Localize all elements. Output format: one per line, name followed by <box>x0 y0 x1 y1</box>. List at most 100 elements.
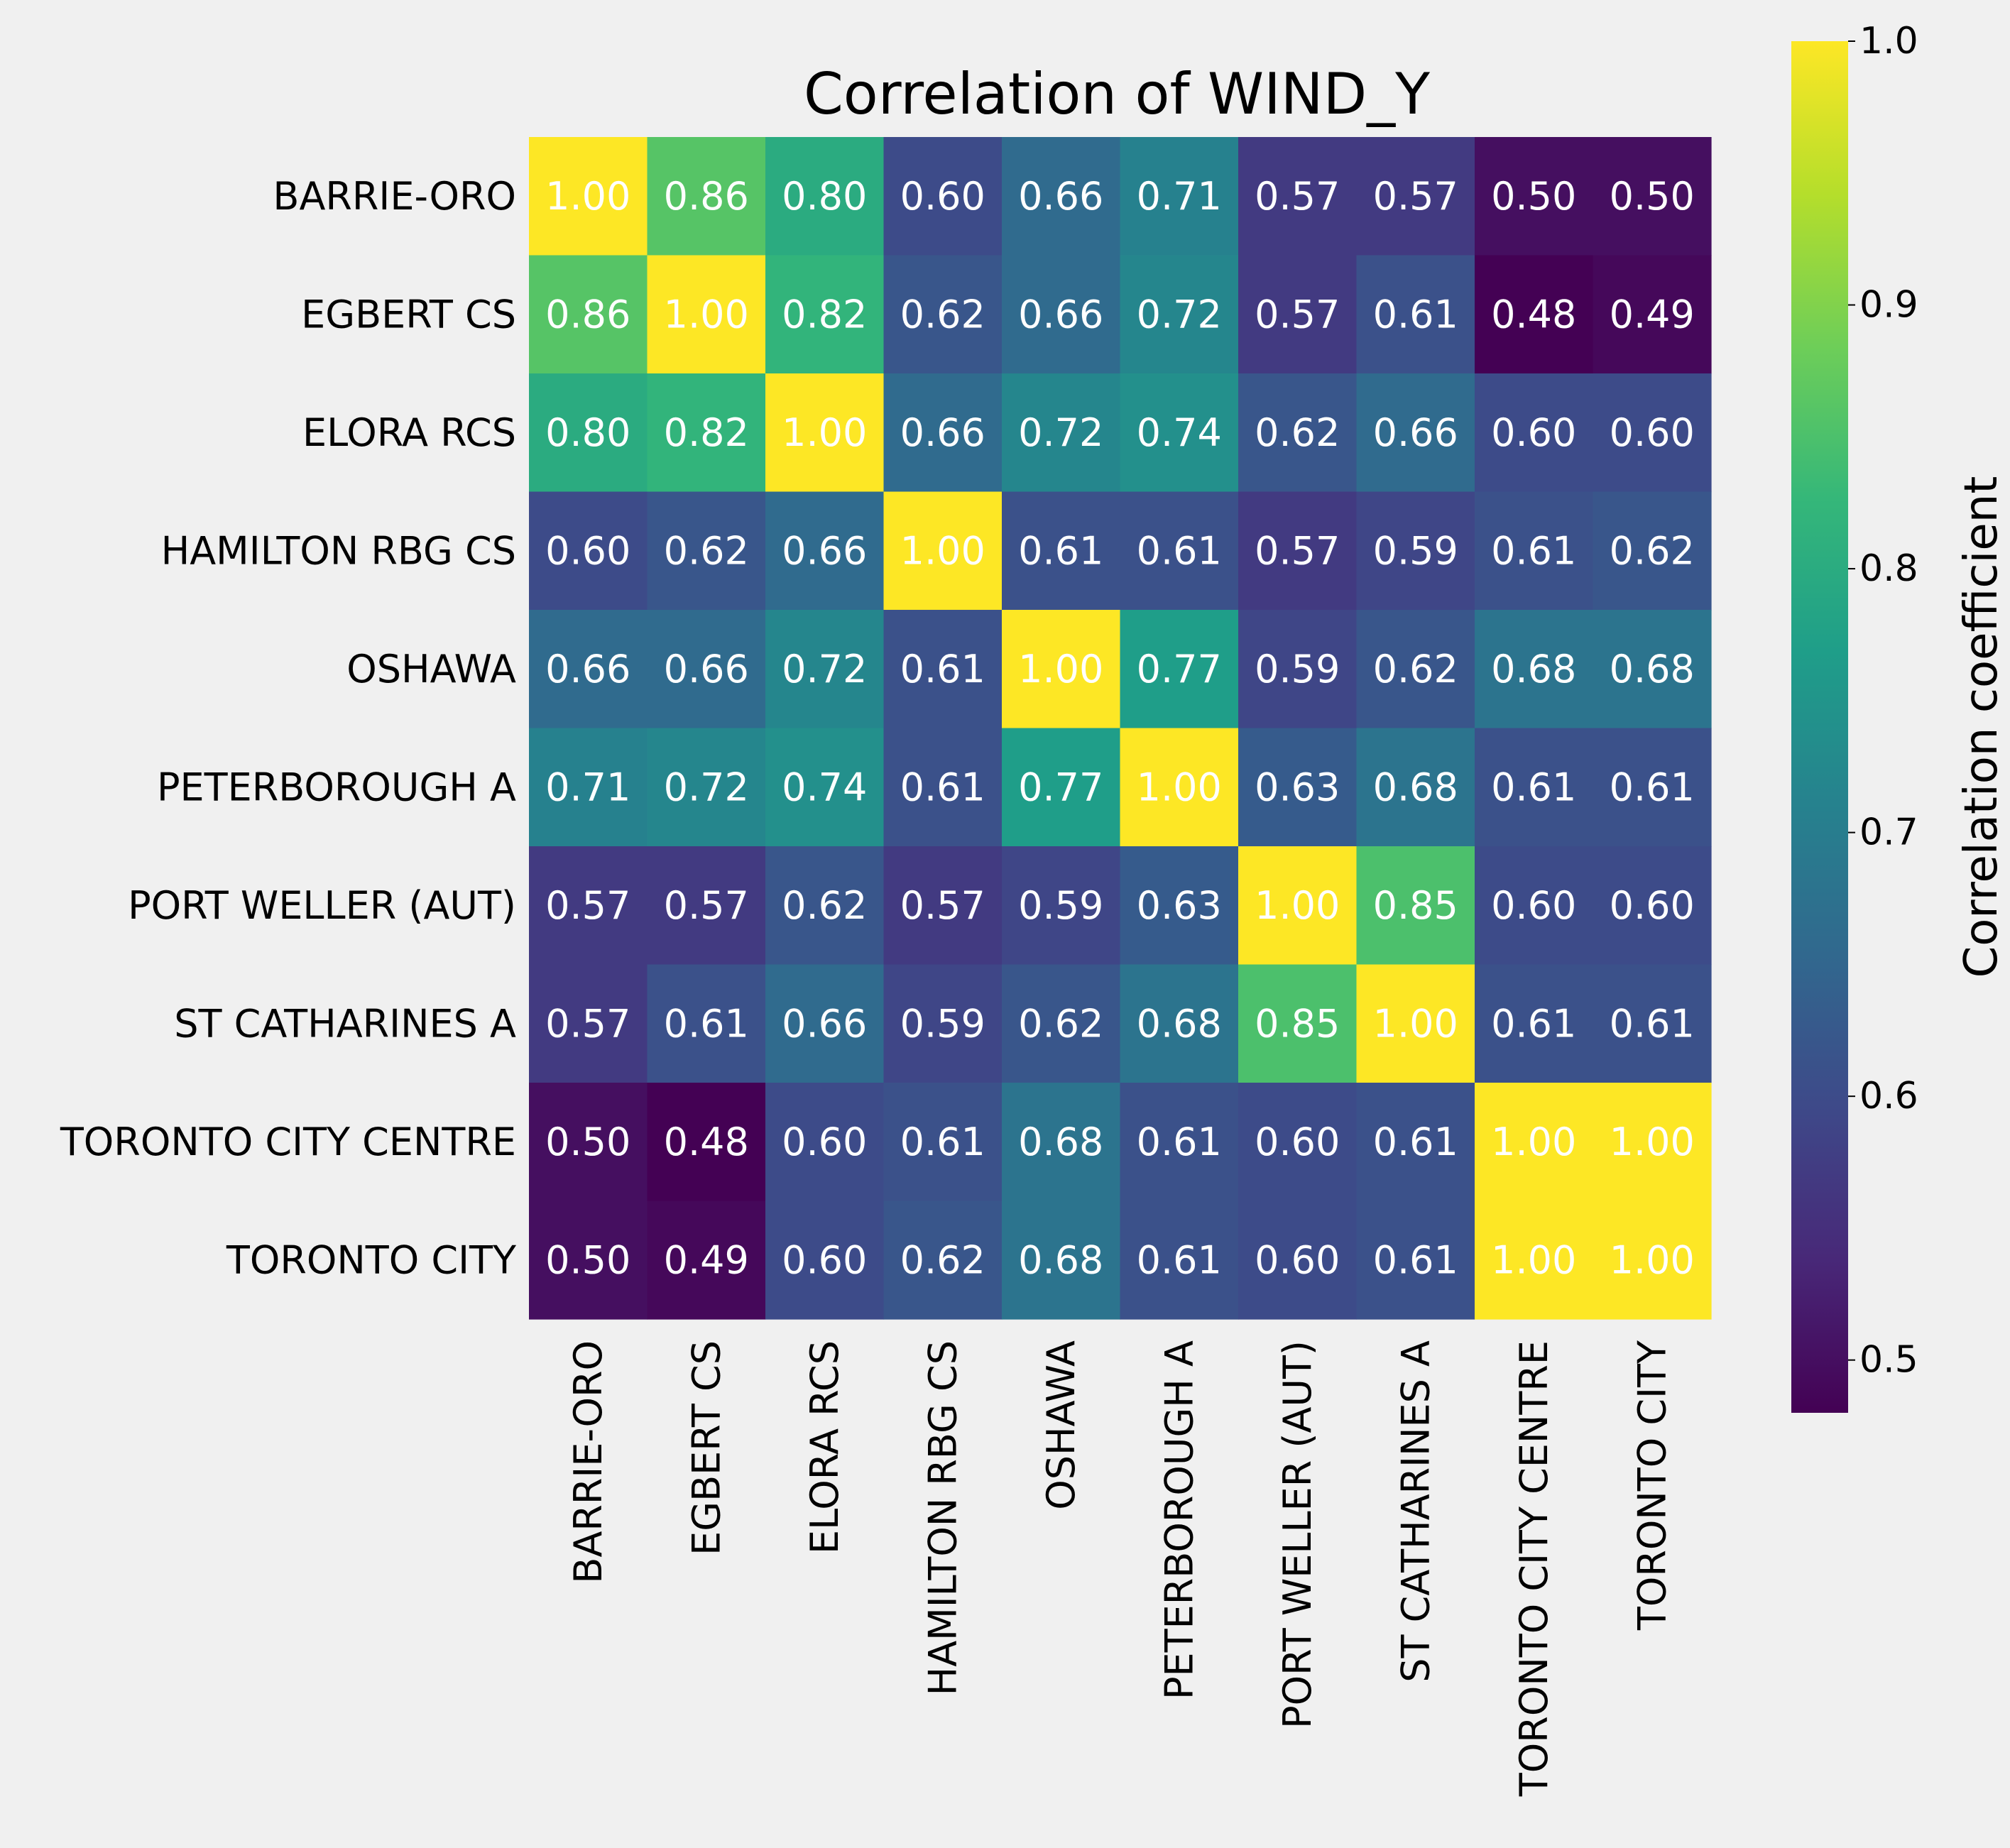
cell-value-label: 0.71 <box>545 765 630 809</box>
cell-value-label: 0.62 <box>782 883 867 928</box>
cell-value-label: 0.60 <box>1255 1120 1340 1164</box>
colorbar-tick-label: 0.6 <box>1859 1075 1918 1117</box>
cell-value-label: 0.80 <box>545 410 630 455</box>
heatmap-cell <box>765 491 885 611</box>
x-tick-label: OSHAWA <box>1039 1340 1083 1510</box>
cell-value-label: 0.59 <box>1373 528 1458 573</box>
cell-value-label: 0.48 <box>664 1120 749 1164</box>
heatmap-cell <box>1593 610 1712 729</box>
cell-value-label: 1.00 <box>1373 1001 1458 1046</box>
colorbar <box>1791 41 1848 1413</box>
cell-value-label: 0.60 <box>1491 883 1576 928</box>
heatmap-cell <box>883 964 1003 1083</box>
y-tick-label: EGBERT CS <box>301 292 516 337</box>
cell-value-label: 1.00 <box>545 174 630 219</box>
heatmap-cell <box>1475 610 1594 729</box>
x-tick-label: TORONTO CITY <box>1629 1340 1674 1631</box>
cell-value-label: 0.63 <box>1137 883 1222 928</box>
heatmap-cell <box>1475 846 1594 966</box>
cell-value-label: 1.00 <box>1018 647 1103 691</box>
cell-value-label: 0.48 <box>1491 292 1576 337</box>
cell-value-label: 0.66 <box>900 410 985 455</box>
cell-value-label: 0.50 <box>545 1120 630 1164</box>
cell-value-label: 0.59 <box>1018 883 1103 928</box>
cell-value-label: 0.82 <box>664 410 749 455</box>
y-tick-label: HAMILTON RBG CS <box>161 528 516 573</box>
cell-value-label: 0.61 <box>1018 528 1103 573</box>
heatmap-cell <box>529 491 648 611</box>
colorbar-tick-label: 0.7 <box>1859 811 1918 854</box>
heatmap-cell <box>1475 728 1594 847</box>
cell-value-label: 0.77 <box>1137 647 1222 691</box>
heatmap-cell <box>1238 1083 1358 1202</box>
heatmap-cell <box>1238 137 1358 256</box>
heatmap-cell <box>765 728 885 847</box>
heatmap-cell <box>1356 491 1475 611</box>
cell-value-label: 0.57 <box>545 1001 630 1046</box>
colorbar-tick-label: 1.0 <box>1859 20 1918 62</box>
heatmap-cell <box>883 255 1003 374</box>
y-tick-label: TORONTO CITY CENTRE <box>60 1120 516 1164</box>
heatmap-cell <box>1238 1201 1358 1320</box>
heatmap-cell <box>883 1083 1003 1202</box>
heatmap-cell <box>647 846 766 966</box>
heatmap-cell <box>647 491 766 611</box>
cell-value-label: 0.60 <box>782 1120 867 1164</box>
cell-value-label: 0.74 <box>782 765 867 809</box>
cell-value-label: 0.68 <box>1137 1001 1222 1046</box>
cell-value-label: 1.00 <box>1137 765 1222 809</box>
cell-value-label: 0.68 <box>1491 647 1576 691</box>
cell-value-label: 0.57 <box>1255 292 1340 337</box>
cell-value-label: 0.61 <box>1373 1237 1458 1282</box>
heatmap-cell <box>765 1083 885 1202</box>
x-axis-tick-labels: BARRIE-ORO EGBERT CS ELORA RCS HAMILTON RBG… <box>566 1340 1675 1797</box>
cell-value-label: 0.60 <box>1255 1237 1340 1282</box>
heatmap-cell <box>1593 846 1712 966</box>
heatmap-cell <box>1120 728 1239 847</box>
y-tick-label: TORONTO CITY <box>226 1237 517 1282</box>
heatmap-cell <box>1356 1201 1475 1320</box>
heatmap-cell <box>1120 1201 1239 1320</box>
cell-value-label: 0.66 <box>664 647 749 691</box>
heatmap-cell <box>1593 137 1712 256</box>
heatmap-cell <box>883 1201 1003 1320</box>
heatmap-cell <box>529 1083 648 1202</box>
heatmap-cell <box>883 728 1003 847</box>
colorbar-label: Correlation coefficient <box>1955 476 2008 978</box>
heatmap-cell <box>1475 255 1594 374</box>
cell-value-label: 1.00 <box>900 528 985 573</box>
y-axis-tick-labels: BARRIE-ORO EGBERT CS ELORA RCS HAMILTON RBG… <box>60 174 517 1283</box>
cell-value-label: 0.61 <box>900 1120 985 1164</box>
heatmap-cell <box>1002 964 1121 1083</box>
heatmap-cell <box>1002 728 1121 847</box>
heatmap-cell <box>765 373 885 493</box>
cell-value-label: 0.62 <box>1018 1001 1103 1046</box>
cell-value-label: 0.49 <box>664 1237 749 1282</box>
heatmap-cell <box>1475 964 1594 1083</box>
cell-value-label: 0.62 <box>900 292 985 337</box>
heatmap-cell <box>529 728 648 847</box>
cell-value-label: 0.61 <box>1610 765 1695 809</box>
cell-value-label: 0.72 <box>782 647 867 691</box>
heatmap-cell <box>647 255 766 374</box>
heatmap-cell <box>647 1201 766 1320</box>
heatmap-cell <box>1356 1083 1475 1202</box>
heatmap-cell <box>1356 846 1475 966</box>
cell-value-label: 0.62 <box>1373 647 1458 691</box>
y-tick-label: PETERBOROUGH A <box>157 765 516 809</box>
cell-value-label: 0.57 <box>664 883 749 928</box>
cell-value-label: 0.68 <box>1018 1120 1103 1164</box>
heatmap-cell <box>1593 255 1712 374</box>
heatmap-cell <box>529 1201 648 1320</box>
y-tick-label: ELORA RCS <box>302 410 516 455</box>
cell-value-label: 0.63 <box>1255 765 1340 809</box>
heatmap-cell <box>1120 964 1239 1083</box>
heatmap-cell <box>1238 728 1358 847</box>
cell-value-label: 0.61 <box>1610 1001 1695 1046</box>
heatmap-cell <box>529 846 648 966</box>
heatmap-cell <box>1238 610 1358 729</box>
heatmap-cell <box>1238 964 1358 1083</box>
heatmap-cell <box>1356 610 1475 729</box>
cell-value-label: 0.66 <box>1373 410 1458 455</box>
cell-value-label: 0.61 <box>1137 1237 1222 1282</box>
